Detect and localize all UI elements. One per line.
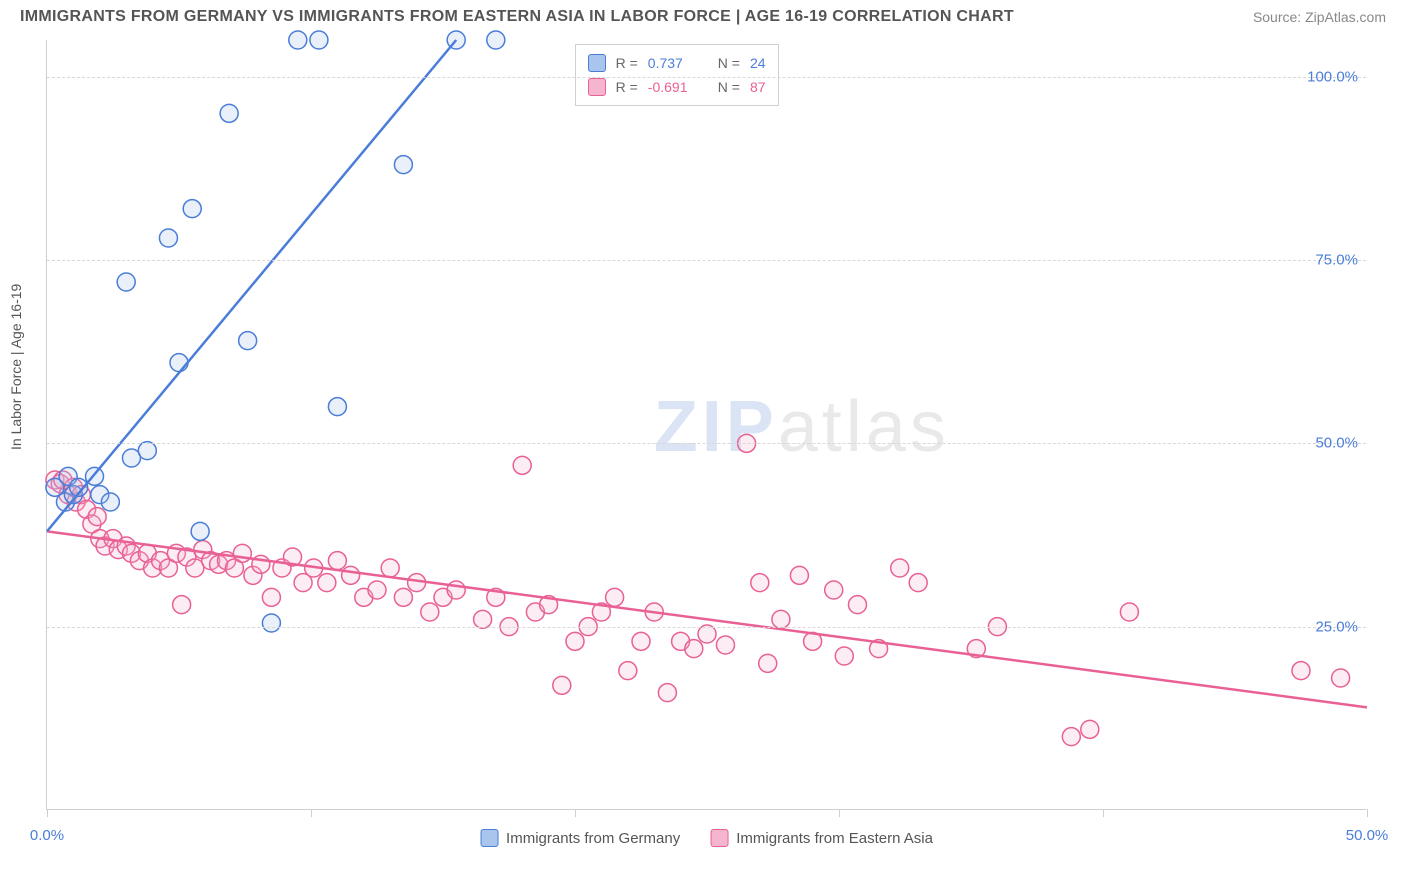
- y-tick-label: 75.0%: [1315, 252, 1358, 269]
- data-point-eastern-asia: [685, 640, 703, 658]
- data-point-germany: [394, 156, 412, 174]
- x-tick: [1103, 809, 1104, 817]
- data-point-germany: [183, 200, 201, 218]
- data-point-eastern-asia: [1062, 728, 1080, 746]
- data-point-eastern-asia: [566, 632, 584, 650]
- n-label: N =: [718, 51, 740, 75]
- plot-svg: [47, 40, 1366, 809]
- gridline: [47, 443, 1366, 444]
- chart-container: In Labor Force | Age 16-19 ZIPatlas R = …: [0, 30, 1406, 880]
- n-value-germany: 24: [750, 51, 766, 75]
- regression-line-germany: [47, 40, 456, 531]
- data-point-eastern-asia: [328, 552, 346, 570]
- data-point-eastern-asia: [658, 684, 676, 702]
- swatch-germany: [480, 829, 498, 847]
- data-point-eastern-asia: [698, 625, 716, 643]
- data-point-eastern-asia: [553, 676, 571, 694]
- y-tick-label: 100.0%: [1307, 68, 1358, 85]
- legend-item-germany: Immigrants from Germany: [480, 829, 680, 847]
- legend-item-eastern-asia: Immigrants from Eastern Asia: [710, 829, 933, 847]
- swatch-eastern-asia: [710, 829, 728, 847]
- x-tick-label: 50.0%: [1346, 827, 1389, 844]
- data-point-eastern-asia: [772, 610, 790, 628]
- x-tick-label: 0.0%: [30, 827, 64, 844]
- x-tick: [47, 809, 48, 817]
- data-point-eastern-asia: [318, 574, 336, 592]
- n-value-eastern-asia: 87: [750, 75, 766, 99]
- data-point-eastern-asia: [1120, 603, 1138, 621]
- data-point-germany: [159, 229, 177, 247]
- data-point-eastern-asia: [262, 588, 280, 606]
- gridline: [47, 260, 1366, 261]
- r-value-germany: 0.737: [648, 51, 708, 75]
- data-point-eastern-asia: [790, 566, 808, 584]
- series-legend: Immigrants from Germany Immigrants from …: [480, 829, 933, 847]
- x-tick: [839, 809, 840, 817]
- data-point-germany: [220, 104, 238, 122]
- legend-label-germany: Immigrants from Germany: [506, 830, 680, 847]
- y-tick-label: 50.0%: [1315, 435, 1358, 452]
- gridline: [47, 627, 1366, 628]
- swatch-germany: [588, 54, 606, 72]
- source-attribution: Source: ZipAtlas.com: [1253, 9, 1386, 25]
- data-point-eastern-asia: [759, 654, 777, 672]
- data-point-eastern-asia: [1332, 669, 1350, 687]
- data-point-germany: [328, 398, 346, 416]
- legend-row-germany: R = 0.737 N = 24: [588, 51, 766, 75]
- data-point-eastern-asia: [716, 636, 734, 654]
- data-point-eastern-asia: [606, 588, 624, 606]
- data-point-germany: [117, 273, 135, 291]
- data-point-germany: [101, 493, 119, 511]
- data-point-eastern-asia: [88, 508, 106, 526]
- data-point-germany: [262, 614, 280, 632]
- y-axis-label: In Labor Force | Age 16-19: [8, 284, 24, 450]
- data-point-eastern-asia: [1292, 662, 1310, 680]
- data-point-germany: [310, 31, 328, 49]
- gridline: [47, 77, 1366, 78]
- data-point-eastern-asia: [632, 632, 650, 650]
- data-point-eastern-asia: [447, 581, 465, 599]
- data-point-eastern-asia: [751, 574, 769, 592]
- data-point-eastern-asia: [233, 544, 251, 562]
- legend-row-easia: R = -0.691 N = 87: [588, 75, 766, 99]
- r-value-eastern-asia: -0.691: [648, 75, 708, 99]
- y-tick-label: 25.0%: [1315, 618, 1358, 635]
- data-point-eastern-asia: [368, 581, 386, 599]
- legend-label-eastern-asia: Immigrants from Eastern Asia: [736, 830, 933, 847]
- data-point-eastern-asia: [394, 588, 412, 606]
- r-label: R =: [616, 75, 638, 99]
- data-point-eastern-asia: [835, 647, 853, 665]
- data-point-eastern-asia: [421, 603, 439, 621]
- data-point-eastern-asia: [513, 456, 531, 474]
- data-point-eastern-asia: [909, 574, 927, 592]
- x-tick: [575, 809, 576, 817]
- n-label: N =: [718, 75, 740, 99]
- data-point-germany: [487, 31, 505, 49]
- plot-area: ZIPatlas R = 0.737 N = 24 R = -0.691 N =…: [46, 40, 1366, 810]
- data-point-germany: [191, 522, 209, 540]
- x-tick: [1367, 809, 1368, 817]
- data-point-eastern-asia: [173, 596, 191, 614]
- data-point-eastern-asia: [342, 566, 360, 584]
- data-point-eastern-asia: [1081, 720, 1099, 738]
- data-point-eastern-asia: [848, 596, 866, 614]
- data-point-germany: [289, 31, 307, 49]
- regression-line-eastern-asia: [47, 531, 1367, 707]
- data-point-eastern-asia: [619, 662, 637, 680]
- correlation-legend: R = 0.737 N = 24 R = -0.691 N = 87: [575, 44, 779, 106]
- data-point-eastern-asia: [891, 559, 909, 577]
- data-point-germany: [138, 442, 156, 460]
- swatch-eastern-asia: [588, 78, 606, 96]
- x-tick: [311, 809, 312, 817]
- data-point-germany: [170, 354, 188, 372]
- data-point-eastern-asia: [474, 610, 492, 628]
- data-point-eastern-asia: [825, 581, 843, 599]
- r-label: R =: [616, 51, 638, 75]
- data-point-germany: [239, 332, 257, 350]
- data-point-eastern-asia: [381, 559, 399, 577]
- chart-title: IMMIGRANTS FROM GERMANY VS IMMIGRANTS FR…: [20, 8, 1014, 26]
